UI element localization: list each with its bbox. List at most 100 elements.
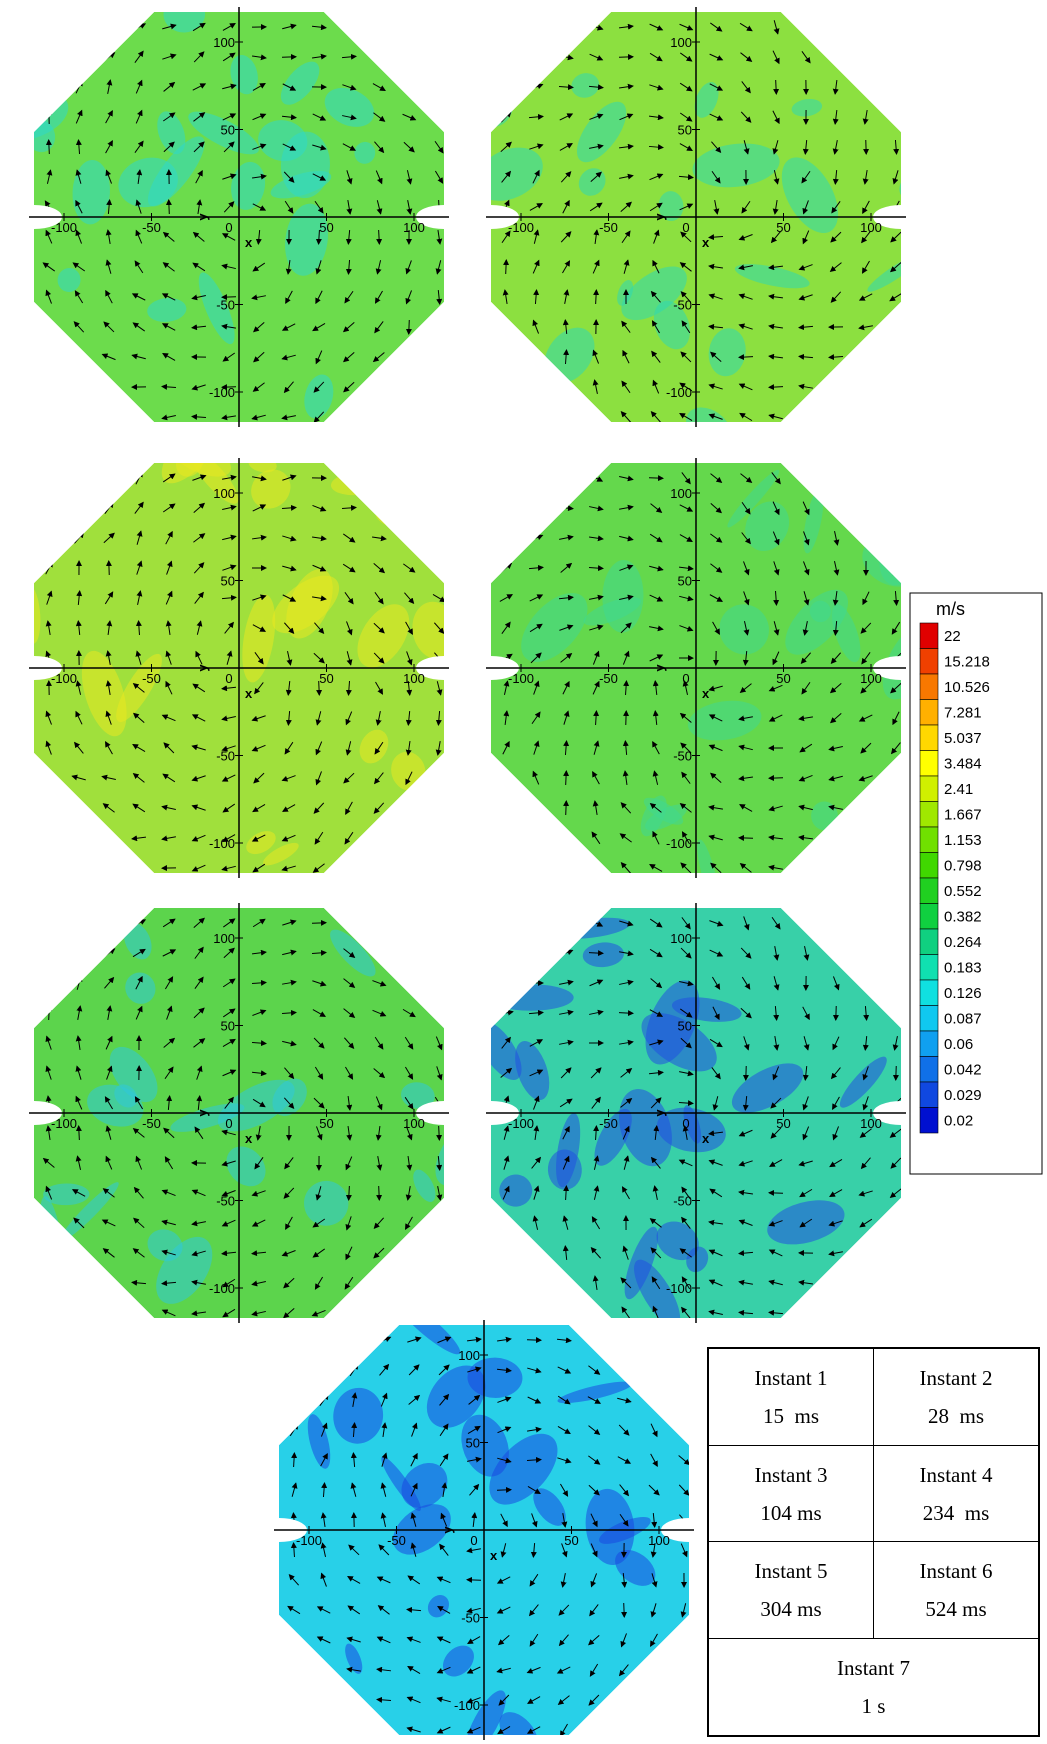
velocity-arrow xyxy=(101,774,116,781)
table-cell: Instant 6 524 ms xyxy=(873,1541,1040,1640)
velocity-arrow xyxy=(828,1309,843,1316)
velocity-arrow xyxy=(648,114,664,121)
velocity-arrow xyxy=(592,1275,599,1290)
x-tick-label: 100 xyxy=(860,671,882,686)
velocity-arrow xyxy=(283,622,295,634)
velocity-arrow xyxy=(432,563,444,573)
x-tick-label: -100 xyxy=(51,671,77,686)
velocity-arrow xyxy=(529,504,544,511)
velocity-arrow xyxy=(560,562,573,573)
velocity-arrow xyxy=(892,561,900,576)
velocity-arrow xyxy=(533,740,540,755)
contour-patch xyxy=(157,111,186,155)
velocity-arrow xyxy=(619,833,632,843)
contour-patch xyxy=(304,374,334,419)
velocity-arrow xyxy=(532,169,540,184)
velocity-arrow xyxy=(345,259,352,275)
velocity-arrow xyxy=(106,79,113,94)
velocity-arrow xyxy=(858,775,873,782)
contour-patch xyxy=(60,1182,119,1241)
velocity-arrow xyxy=(503,800,510,815)
x-tick-label: -50 xyxy=(599,220,618,235)
velocity-arrow xyxy=(191,1279,206,1286)
contour-patch xyxy=(34,928,67,974)
velocity-arrow xyxy=(833,470,840,486)
velocity-arrow xyxy=(831,201,841,214)
velocity-arrow xyxy=(892,1006,900,1021)
velocity-arrow xyxy=(75,199,83,214)
velocity-arrow xyxy=(162,773,176,783)
velocity-arrow xyxy=(402,949,417,957)
instant-time: 15 ms xyxy=(762,1403,819,1428)
velocity-arrow xyxy=(344,592,354,605)
velocity-arrow xyxy=(282,143,297,151)
x-tick-label: -50 xyxy=(142,1116,161,1131)
velocity-arrow xyxy=(343,381,355,393)
velocity-arrow xyxy=(221,1219,236,1227)
velocity-arrow xyxy=(499,919,514,927)
velocity-arrow xyxy=(833,561,840,576)
velocity-arrow xyxy=(403,381,415,393)
velocity-arrow xyxy=(830,291,842,303)
velocity-arrow xyxy=(312,113,327,121)
velocity-arrow xyxy=(405,1275,412,1291)
x-tick-label: -100 xyxy=(508,1116,534,1131)
velocity-arrow xyxy=(532,409,539,422)
velocity-arrow xyxy=(888,1310,901,1317)
velocity-arrow xyxy=(46,49,53,64)
velocity-arrow xyxy=(193,502,206,513)
velocity-arrow xyxy=(404,1066,414,1080)
velocity-arrow xyxy=(74,741,84,754)
velocity-arrow xyxy=(434,1307,444,1318)
velocity-arrow xyxy=(406,170,413,185)
velocity-arrow xyxy=(287,1725,300,1735)
velocity-arrow xyxy=(620,861,631,873)
velocity-arrow xyxy=(801,170,811,184)
instant-label: Instant 3 xyxy=(754,1462,828,1487)
panel: -100 -50 0 50 100 100 50 -50 -100 x y xyxy=(463,7,929,427)
velocity-arrow xyxy=(768,323,783,330)
legend-swatch xyxy=(919,801,939,828)
velocity-arrow xyxy=(588,565,604,572)
legend-label: 1.153 xyxy=(944,832,982,849)
contour-patch xyxy=(658,191,684,222)
velocity-arrow xyxy=(533,1095,540,1110)
instant-time: 524 ms xyxy=(925,1597,987,1622)
velocity-arrow xyxy=(650,1693,657,1708)
velocity-arrow xyxy=(165,199,172,215)
velocity-arrow xyxy=(191,413,207,420)
velocity-arrow xyxy=(589,202,603,212)
velocity-arrow xyxy=(436,230,443,245)
velocity-arrow xyxy=(131,1309,146,1316)
velocity-arrow xyxy=(162,353,176,361)
velocity-arrow xyxy=(252,1009,267,1016)
velocity-arrow xyxy=(71,864,86,872)
velocity-arrow xyxy=(252,143,267,150)
velocity-arrow xyxy=(801,681,811,695)
velocity-arrow xyxy=(405,319,412,335)
velocity-arrow xyxy=(529,1069,544,1077)
velocity-arrow xyxy=(893,139,900,155)
velocity-arrow xyxy=(433,862,444,873)
velocity-arrow xyxy=(106,620,113,636)
velocity-arrow xyxy=(679,262,692,272)
velocity-arrow xyxy=(281,414,296,421)
velocity-arrow xyxy=(403,832,415,844)
velocity-arrow xyxy=(803,591,810,606)
velocity-arrow xyxy=(135,229,143,244)
velocity-arrow xyxy=(592,860,600,873)
velocity-arrow xyxy=(103,321,115,333)
velocity-arrow xyxy=(224,1096,234,1109)
velocity-arrow xyxy=(652,379,660,394)
velocity-arrow xyxy=(192,683,206,693)
velocity-arrow xyxy=(161,383,177,390)
y-tick-label: -100 xyxy=(454,1698,480,1713)
velocity-arrow xyxy=(832,169,839,185)
velocity-arrow xyxy=(282,1040,297,1047)
velocity-arrow xyxy=(532,800,539,816)
velocity-arrow xyxy=(161,1219,176,1226)
velocity-arrow xyxy=(346,1696,361,1704)
velocity-arrow xyxy=(252,918,266,928)
velocity-arrow xyxy=(590,171,602,183)
velocity-arrow xyxy=(828,354,844,361)
